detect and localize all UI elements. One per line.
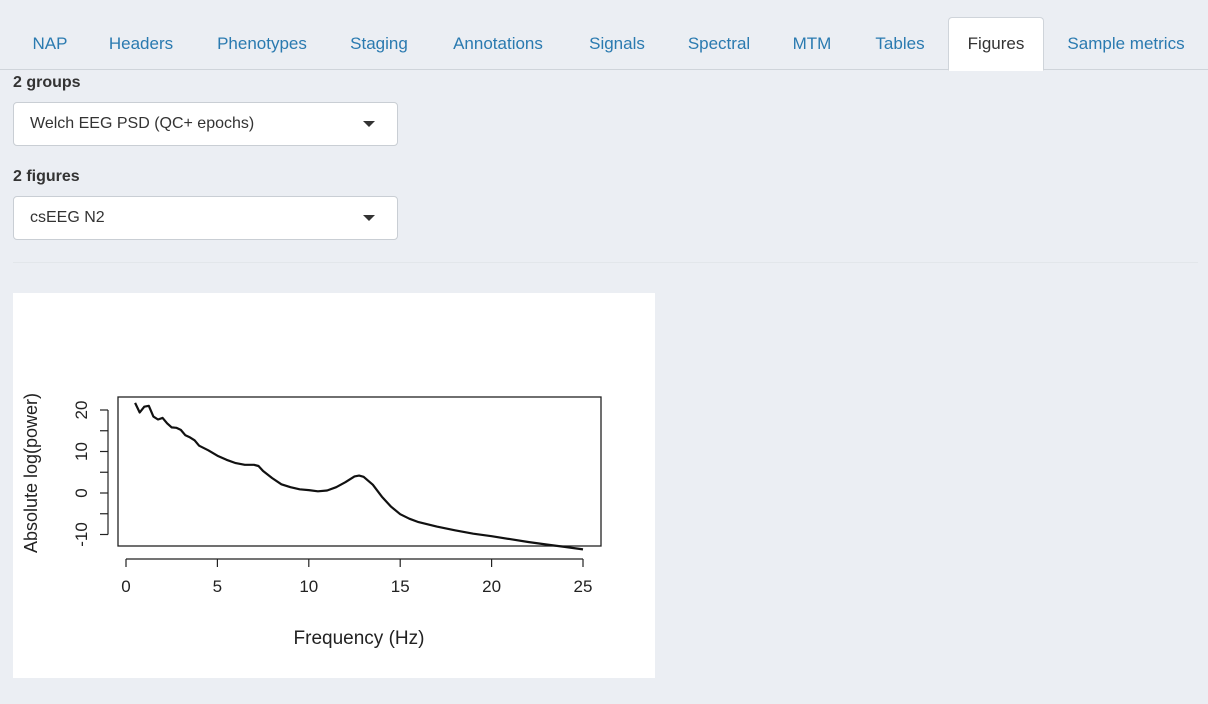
groups-select[interactable]: Welch EEG PSD (QC+ epochs)	[13, 102, 398, 146]
tab-tables[interactable]: Tables	[875, 33, 925, 53]
x-tick-label: 20	[482, 577, 501, 596]
groups-label: 2 groups	[13, 74, 81, 91]
y-tick-label: 20	[72, 401, 91, 420]
tab-figures[interactable]: Figures	[948, 17, 1044, 71]
tab-signals[interactable]: Signals	[589, 33, 645, 53]
tab-spectral[interactable]: Spectral	[687, 33, 751, 53]
chevron-down-icon	[363, 121, 375, 127]
x-tick-label: 5	[213, 577, 222, 596]
y-tick-label: 0	[72, 488, 91, 497]
tab-annotations[interactable]: Annotations	[453, 33, 543, 53]
divider	[13, 262, 1198, 263]
y-tick-label: -10	[72, 522, 91, 547]
tab-sample-metrics[interactable]: Sample metrics	[1067, 33, 1185, 53]
y-axis: -10 0 10 20	[72, 401, 109, 547]
figures-label: 2 figures	[13, 168, 80, 185]
x-tick-label: 25	[574, 577, 593, 596]
x-axis-label: Frequency (Hz)	[294, 628, 425, 649]
figures-select[interactable]: csEEG N2	[13, 196, 398, 240]
groups-select-value: Welch EEG PSD (QC+ epochs)	[30, 115, 255, 132]
x-tick-label: 10	[299, 577, 318, 596]
psd-series-line	[134, 402, 584, 551]
tab-nap[interactable]: NAP	[32, 33, 68, 53]
tab-bar: NAP Headers Phenotypes Staging Annotatio…	[0, 0, 1208, 71]
y-tick-label: 10	[72, 442, 91, 461]
figures-select-value: csEEG N2	[30, 209, 105, 226]
psd-chart: 0 5 10 15 20 25 -10 0 10 20 Frequency (Hz) Absol…	[21, 393, 602, 649]
x-tick-label: 15	[391, 577, 410, 596]
psd-figure: 0 5 10 15 20 25 -10 0 10 20 Frequency (Hz) Absol…	[13, 293, 655, 678]
chevron-down-icon	[363, 215, 375, 221]
plot-frame	[117, 396, 602, 547]
y-axis-label: Absolute log(power)	[21, 393, 41, 553]
x-tick-label: 0	[121, 577, 130, 596]
tab-phenotypes[interactable]: Phenotypes	[217, 33, 307, 53]
tab-headers[interactable]: Headers	[108, 33, 174, 53]
tab-mtm[interactable]: MTM	[792, 33, 832, 53]
tab-staging[interactable]: Staging	[350, 33, 408, 53]
x-axis: 0 5 10 15 20 25	[121, 558, 593, 596]
